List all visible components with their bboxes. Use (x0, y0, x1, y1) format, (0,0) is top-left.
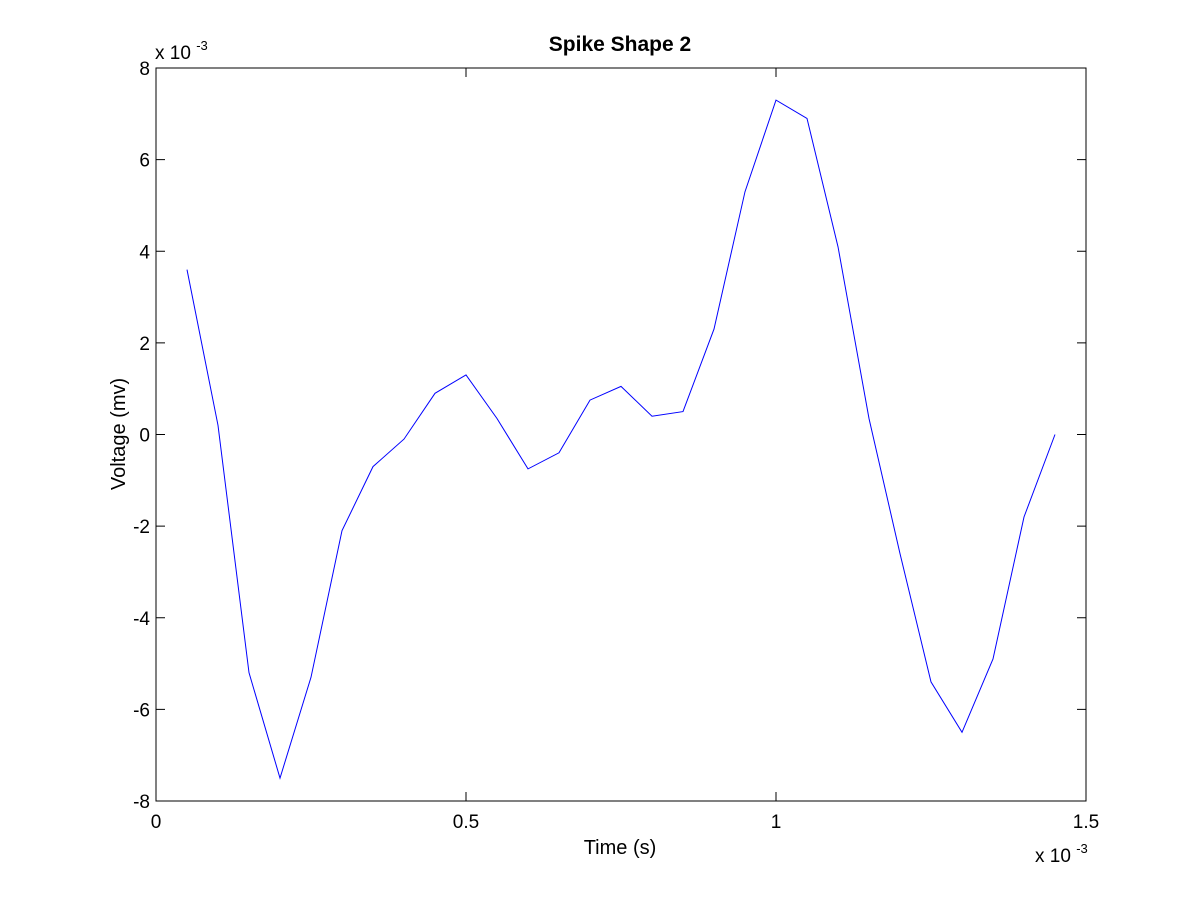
y-tick-label: 6 (139, 151, 150, 172)
y-tick-label: -2 (133, 517, 150, 538)
y-multiplier-exponent: -3 (196, 38, 208, 53)
x-multiplier-base: x 10 (1035, 846, 1071, 867)
x-tick-label: 0 (151, 812, 162, 833)
x-axis-label: Time (s) (584, 837, 657, 859)
y-tick-label: 2 (139, 334, 150, 355)
x-axis-ticks (155, 68, 1087, 801)
x-tick-label: 1.5 (1073, 812, 1099, 833)
x-axis-multiplier: x 10 -3 (1035, 841, 1088, 867)
y-axis-tick-labels: -8 -6 -4 -2 0 2 4 6 8 (133, 59, 150, 813)
series-line (186, 99, 1056, 780)
y-multiplier-base: x 10 (155, 43, 191, 64)
y-tick-label: 4 (139, 242, 150, 263)
y-axis-label: Voltage (mv) (108, 378, 130, 490)
y-axis-multiplier: x 10 -3 (155, 38, 208, 64)
chart-title: Spike Shape 2 (549, 33, 691, 56)
plot-area-frame (155, 67, 1087, 802)
x-multiplier-exponent: -3 (1076, 841, 1088, 856)
x-tick-label: 1 (771, 812, 782, 833)
x-axis-tick-labels: 0 0.5 1 1.5 (151, 812, 1100, 833)
y-tick-label: -8 (133, 792, 150, 813)
x-tick-label: 0.5 (453, 812, 479, 833)
y-tick-label: -6 (133, 700, 150, 721)
y-tick-label: -4 (133, 609, 150, 630)
y-tick-label: 8 (139, 59, 150, 80)
y-axis-ticks (156, 67, 1086, 802)
y-tick-label: 0 (139, 426, 150, 447)
